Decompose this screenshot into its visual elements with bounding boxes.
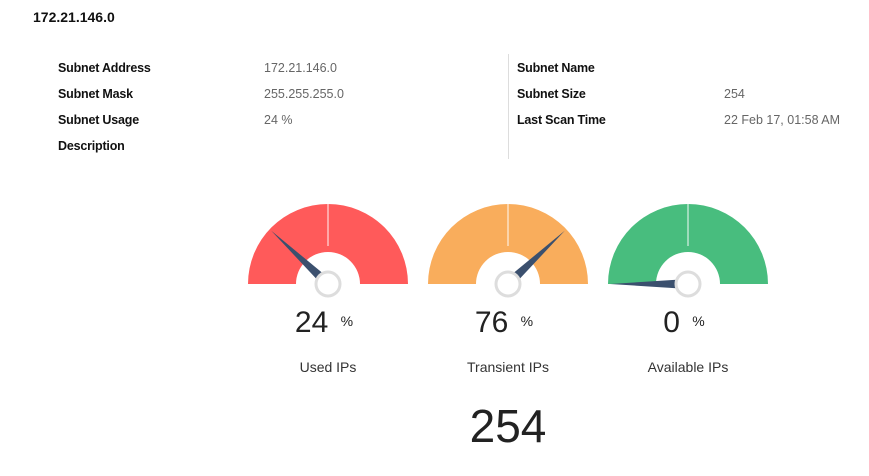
gauge-hub <box>494 270 522 298</box>
gauge-label: Transient IPs <box>467 359 549 375</box>
gauge-percent: 0 <box>663 306 680 339</box>
detail-value: 254 <box>724 87 745 101</box>
detail-value: 255.255.255.0 <box>264 87 344 101</box>
detail-row-description: Description <box>58 138 498 164</box>
subnet-size-total: 254 <box>469 400 547 452</box>
gauge-needle <box>504 230 565 288</box>
gauge-percent: 76 <box>474 306 509 339</box>
detail-row-subnet-mask: Subnet Mask 255.255.255.0 <box>58 86 498 112</box>
detail-label: Subnet Usage <box>58 113 139 127</box>
gauge-value: 24 % <box>246 306 410 340</box>
gauge-value: 76 % <box>426 306 590 340</box>
gauge-value: 0 % <box>606 306 770 340</box>
column-divider <box>508 54 509 159</box>
gauge-available-ips: 0 % Available IPs <box>606 200 770 390</box>
detail-row-subnet-size: Subnet Size 254 <box>517 86 857 112</box>
detail-label: Last Scan Time <box>517 113 606 127</box>
gauge-needle <box>271 230 332 288</box>
detail-value: 24 % <box>264 113 293 127</box>
gauge-unit: % <box>520 313 534 329</box>
detail-row-subnet-usage: Subnet Usage 24 % <box>58 112 498 138</box>
gauge-label: Available IPs <box>647 359 729 375</box>
details-right-column: Subnet Name Subnet Size 254 Last Scan Ti… <box>517 60 857 138</box>
page-title: 172.21.146.0 <box>33 9 115 25</box>
gauge-percent: 24 <box>294 306 329 339</box>
detail-label: Subnet Mask <box>58 87 133 101</box>
detail-row-subnet-address: Subnet Address 172.21.146.0 <box>58 60 498 86</box>
detail-label: Subnet Size <box>517 87 586 101</box>
detail-label: Description <box>58 139 125 153</box>
gauge-transient-ips: 76 % Transient IPs <box>426 200 590 390</box>
gauge-needle <box>610 279 688 289</box>
gauge-hub <box>314 270 342 298</box>
gauge-unit: % <box>340 313 354 329</box>
details-left-column: Subnet Address 172.21.146.0 Subnet Mask … <box>58 60 498 164</box>
gauge-unit: % <box>692 313 705 329</box>
gauge-hub <box>674 270 702 298</box>
subnet-details: Subnet Address 172.21.146.0 Subnet Mask … <box>58 54 858 160</box>
detail-value: 172.21.146.0 <box>264 61 337 75</box>
gauge-dial <box>608 204 768 298</box>
detail-row-subnet-name: Subnet Name <box>517 60 857 86</box>
detail-label: Subnet Name <box>517 61 595 75</box>
gauge-panel: 24 % Used IPs 76 % Transient IPs 0 % Ava… <box>246 200 786 390</box>
gauge-label: Used IPs <box>299 359 357 375</box>
gauge-used-ips: 24 % Used IPs <box>246 200 410 390</box>
detail-value: 22 Feb 17, 01:58 AM <box>724 113 841 127</box>
detail-label: Subnet Address <box>58 61 151 75</box>
gauge-dial <box>428 204 588 298</box>
gauge-dial <box>248 204 408 298</box>
detail-row-last-scan-time: Last Scan Time 22 Feb 17, 01:58 AM <box>517 112 857 138</box>
